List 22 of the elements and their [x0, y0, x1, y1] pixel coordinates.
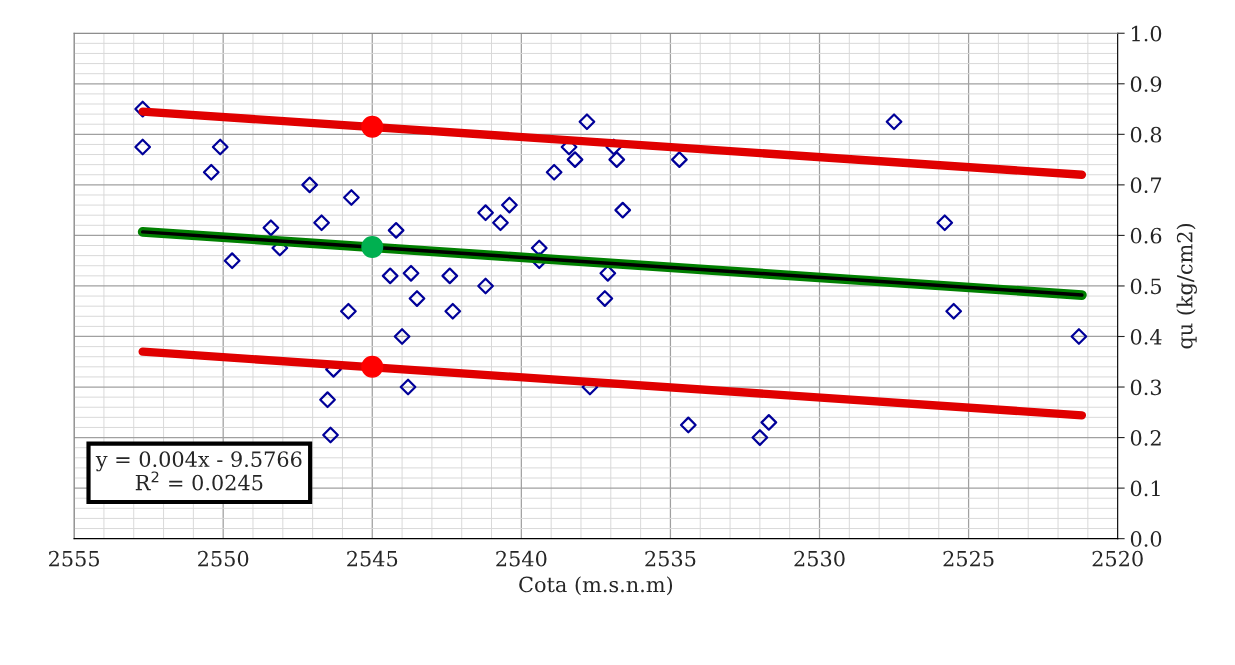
x-tick-label: 2545	[347, 550, 398, 567]
y-tick-label: 0.8	[1130, 126, 1162, 143]
x-tick-label: 2530	[794, 550, 845, 567]
x-tick-label: 2525	[943, 550, 994, 567]
y-tick-label: 0.9	[1130, 76, 1162, 92]
x-tick-label: 2550	[198, 550, 249, 567]
y-tick-label: 0.0	[1130, 531, 1162, 547]
y-axis-title: qu (kg/cm2)	[1176, 223, 1197, 349]
y-tick-label: 0.2	[1130, 430, 1161, 446]
x-tick-label: 2540	[496, 550, 547, 567]
x-tick-label: 2535	[645, 550, 696, 567]
y-tick-label: 0.4	[1130, 328, 1162, 345]
y-tick-label: 0.1	[1130, 480, 1160, 497]
x-tick-label: 2520	[1092, 550, 1143, 567]
y-tick-label: 0.3	[1130, 379, 1162, 396]
x-axis-title: Cota (m.s.n.m)	[519, 576, 673, 596]
y-tick-label: 1.0	[1132, 25, 1162, 42]
y-tick-label: 0.7	[1130, 177, 1162, 194]
y-tick-label: 0.5	[1130, 278, 1161, 295]
y-tick-label: 0.6	[1130, 227, 1162, 244]
annotation: y = 0.004x - 9.5766 R$^{2}$ = 0.0245	[95, 451, 302, 491]
x-tick-label: 2555	[49, 550, 99, 567]
